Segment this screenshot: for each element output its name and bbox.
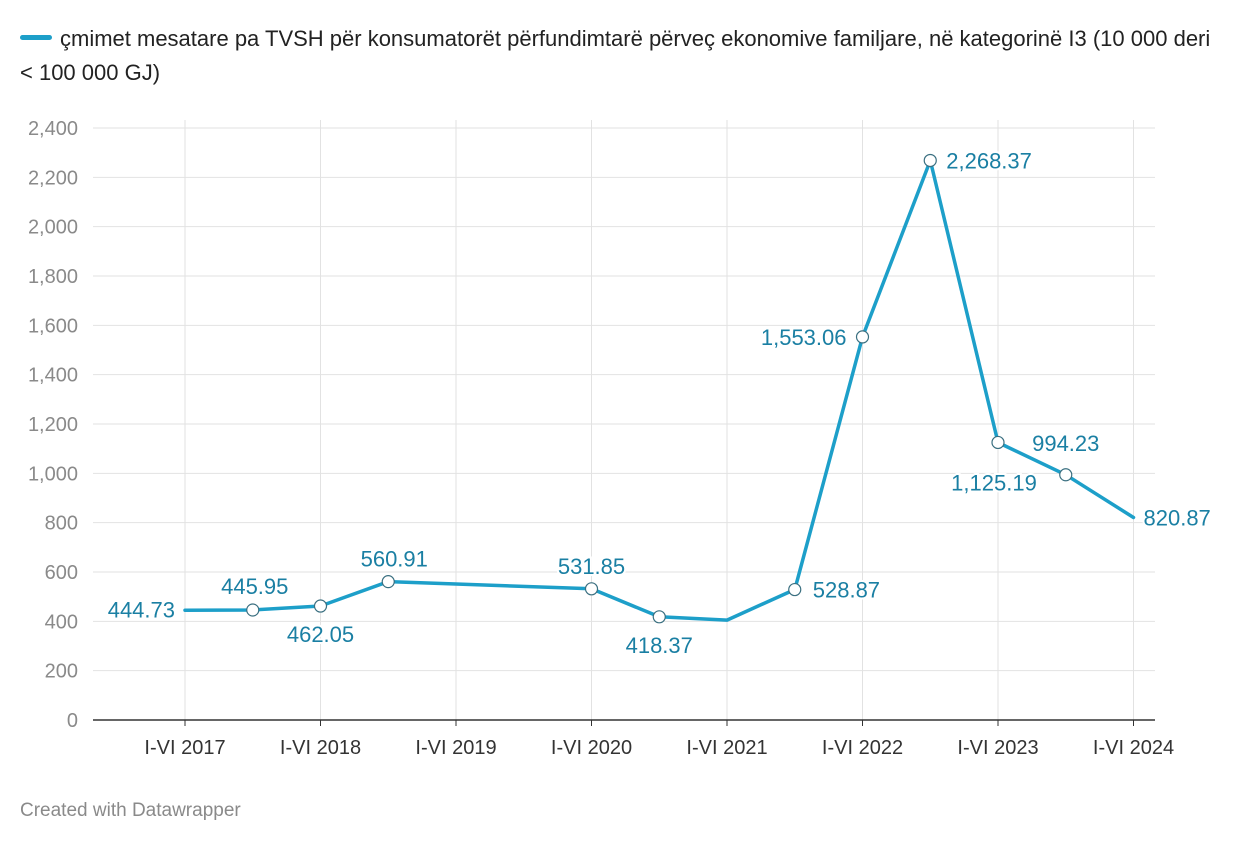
legend-label: çmimet mesatare pa TVSH për konsumatorët… [20,26,1211,85]
y-tick-label: 2,200 [28,167,78,189]
x-tick-label: I-VI 2022 [822,737,903,759]
data-point [855,330,870,344]
data-point [652,610,666,624]
series-line [183,158,1136,622]
y-tick-label: 0 [67,710,78,732]
legend-swatch [20,34,52,40]
y-tick-label: 2,400 [28,118,78,140]
data-point [788,582,802,597]
y-tick-label: 800 [45,513,78,535]
y-tick-label: 1,200 [28,414,78,436]
y-tick-label: 600 [45,562,78,584]
x-tick-label: I-VI 2024 [1093,737,1174,759]
data-point [381,575,395,589]
data-label: 560.91 [361,547,428,572]
data-point [246,603,260,617]
data-point [1059,468,1073,482]
legend: çmimet mesatare pa TVSH për konsumatorët… [20,22,1225,90]
data-label: 528.87 [813,578,880,603]
data-label: 2,268.37 [946,148,1032,173]
data-point [584,582,599,596]
data-label: 445.95 [221,574,288,599]
data-point [313,599,328,613]
data-label: 531.85 [558,554,625,579]
y-tick-label: 1,400 [28,365,78,387]
y-tick-label: 200 [45,661,78,683]
x-tick-label: I-VI 2017 [144,737,225,759]
data-label: 1,553.06 [761,325,847,350]
data-label: 418.37 [626,633,693,658]
data-label: 444.73 [108,597,175,622]
data-label: 994.23 [1032,431,1099,456]
y-tick-label: 400 [45,611,78,633]
y-tick-label: 1,000 [28,463,78,485]
footer-credit: Created with Datawrapper [20,800,241,821]
x-tick-label: I-VI 2020 [551,737,632,759]
data-label: 462.05 [287,622,354,647]
data-point [991,435,1005,450]
x-tick-label: I-VI 2021 [686,737,767,759]
x-tick-label: I-VI 2023 [957,737,1038,759]
x-tick-label: I-VI 2018 [280,737,361,759]
y-tick-label: 2,000 [28,217,78,239]
y-tick-label: 1,800 [28,266,78,288]
data-label: 1,125.19 [951,470,1037,495]
x-tick-label: I-VI 2019 [415,737,496,759]
data-label: 820.87 [1144,506,1211,531]
data-point [923,153,937,168]
y-tick-label: 1,600 [28,315,78,337]
